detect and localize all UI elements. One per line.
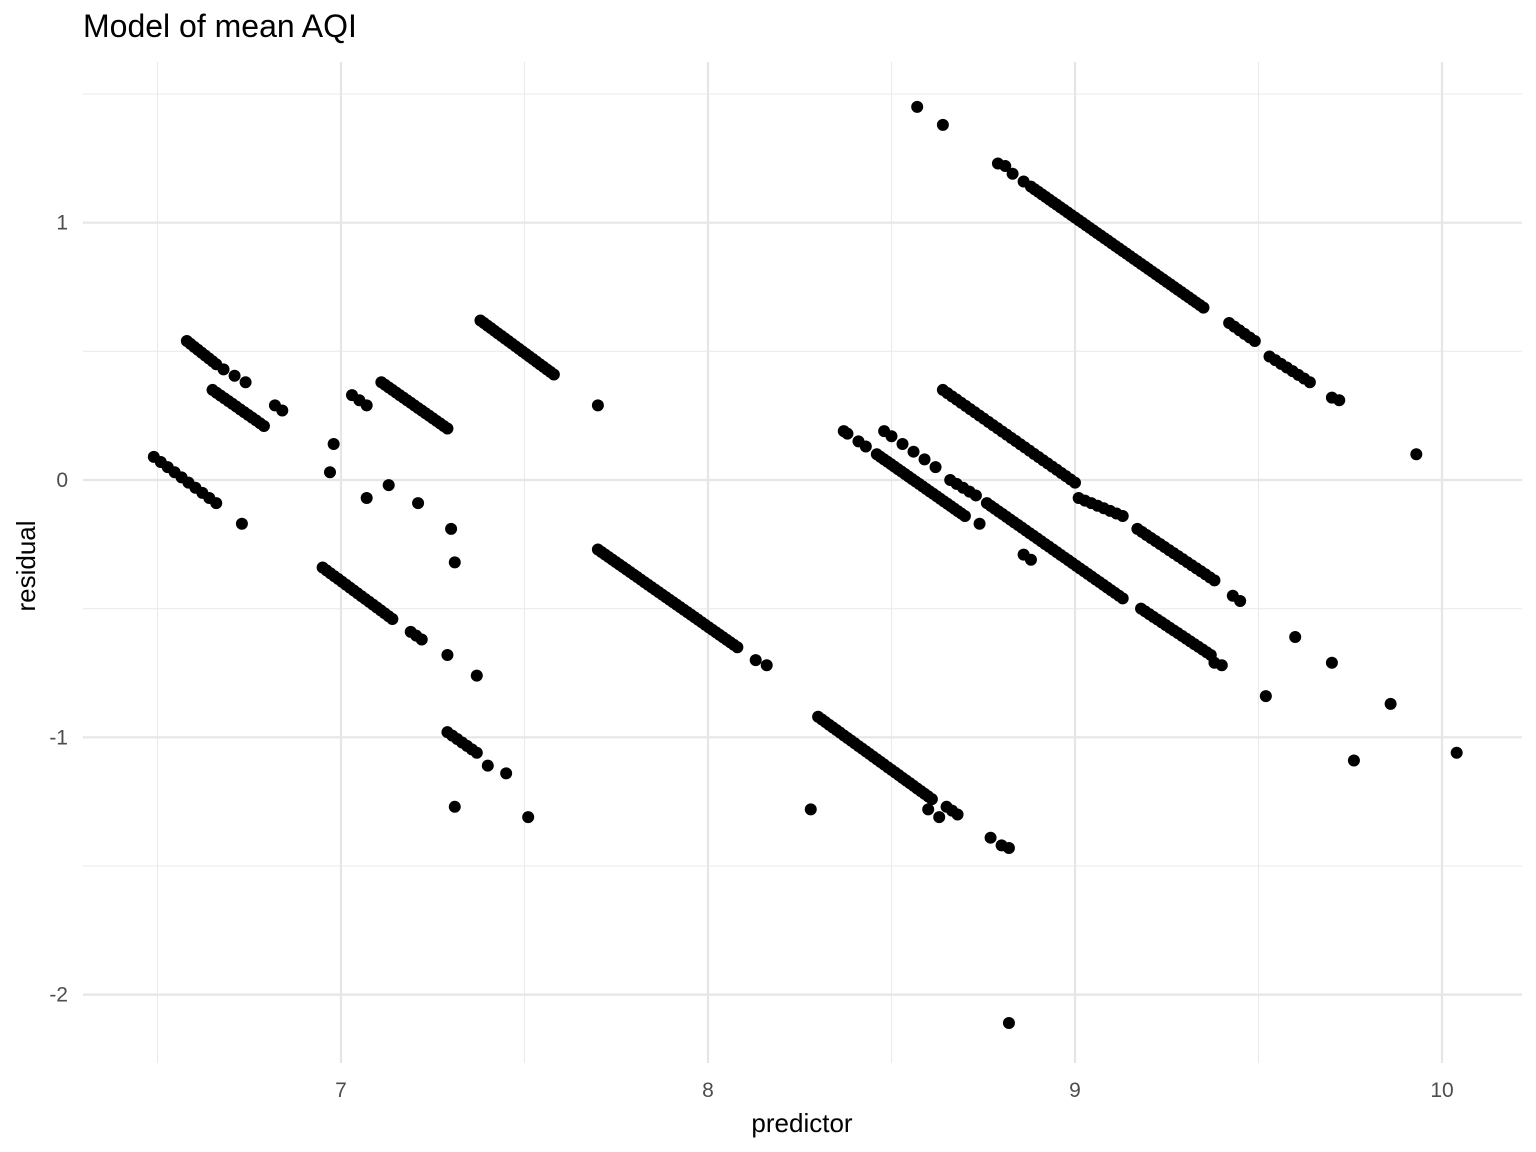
- data-point: [933, 811, 946, 824]
- data-point: [386, 612, 399, 625]
- data-point: [731, 641, 744, 654]
- data-point: [412, 497, 425, 510]
- data-point: [922, 803, 935, 816]
- data-point: [445, 522, 458, 535]
- data-point: [360, 399, 373, 412]
- x-axis-tick-labels: 7 8 9 10: [335, 1079, 1454, 1102]
- x-tick-label: 10: [1430, 1079, 1453, 1102]
- data-point: [936, 118, 949, 131]
- data-point: [415, 633, 428, 646]
- data-point: [1384, 697, 1397, 710]
- data-point: [984, 831, 997, 844]
- data-point: [448, 800, 461, 813]
- x-tick-label: 9: [1069, 1079, 1081, 1102]
- data-point: [1289, 630, 1302, 643]
- data-point: [1215, 659, 1228, 672]
- y-axis-title: residual: [11, 520, 41, 611]
- data-point: [760, 659, 773, 672]
- data-point: [228, 369, 241, 382]
- y-tick-label: -2: [49, 984, 68, 1007]
- data-point: [896, 437, 909, 450]
- data-point: [257, 419, 270, 432]
- data-point: [1234, 594, 1247, 607]
- data-point: [804, 803, 817, 816]
- data-point: [1197, 301, 1210, 314]
- major-gridlines: [83, 62, 1522, 1063]
- data-point: [239, 376, 252, 389]
- data-point: [1069, 476, 1081, 489]
- data-point: [591, 399, 604, 412]
- y-tick-label: -1: [49, 726, 68, 749]
- data-point: [929, 461, 942, 474]
- y-tick-label: 0: [56, 469, 68, 492]
- data-point: [1325, 656, 1338, 669]
- data-point: [235, 517, 248, 530]
- data-point: [907, 445, 920, 458]
- data-point: [500, 767, 513, 780]
- data-point: [749, 654, 762, 667]
- data-point: [547, 368, 560, 381]
- data-point: [448, 556, 461, 569]
- data-point: [918, 453, 931, 466]
- data-point: [911, 100, 924, 113]
- x-axis-title: predictor: [751, 1108, 852, 1138]
- data-point: [481, 759, 494, 772]
- data-point: [973, 517, 986, 530]
- data-point: [441, 422, 454, 435]
- data-point: [470, 746, 483, 759]
- data-point: [522, 811, 535, 824]
- data-point: [276, 404, 289, 417]
- data-point: [1347, 754, 1360, 767]
- data-point: [1333, 394, 1346, 407]
- x-tick-label: 8: [702, 1079, 714, 1102]
- data-point: [925, 793, 938, 806]
- data-point: [1002, 1016, 1015, 1029]
- data-point: [969, 489, 982, 502]
- data-point: [1450, 746, 1463, 759]
- data-point: [999, 160, 1012, 173]
- data-point: [1116, 592, 1129, 605]
- data-point: [1002, 841, 1015, 854]
- y-tick-label: 1: [56, 212, 68, 235]
- x-tick-label: 7: [335, 1079, 347, 1102]
- data-point: [382, 479, 395, 492]
- y-axis-tick-labels: -2 -1 0 1: [49, 212, 68, 1007]
- data-point: [859, 440, 872, 453]
- data-point: [1116, 510, 1129, 523]
- data-point: [1303, 376, 1316, 389]
- data-point: [951, 808, 964, 821]
- data-point: [323, 466, 336, 479]
- data-point: [360, 492, 373, 505]
- data-point: [841, 427, 854, 440]
- data-point: [217, 363, 230, 376]
- data-point: [1208, 574, 1221, 587]
- data-point: [470, 669, 483, 682]
- data-point: [441, 648, 454, 661]
- data-point: [958, 510, 971, 523]
- data-point: [1259, 690, 1272, 703]
- data-point: [1024, 553, 1037, 566]
- data-point: [327, 437, 340, 450]
- minor-gridlines: [83, 62, 1522, 1063]
- data-point: [1248, 335, 1261, 348]
- data-points: [147, 100, 1463, 1029]
- data-point: [1410, 448, 1423, 461]
- chart-title: Model of mean AQI: [83, 8, 357, 44]
- data-point: [210, 497, 223, 510]
- data-point: [1006, 167, 1019, 180]
- data-point: [885, 430, 898, 443]
